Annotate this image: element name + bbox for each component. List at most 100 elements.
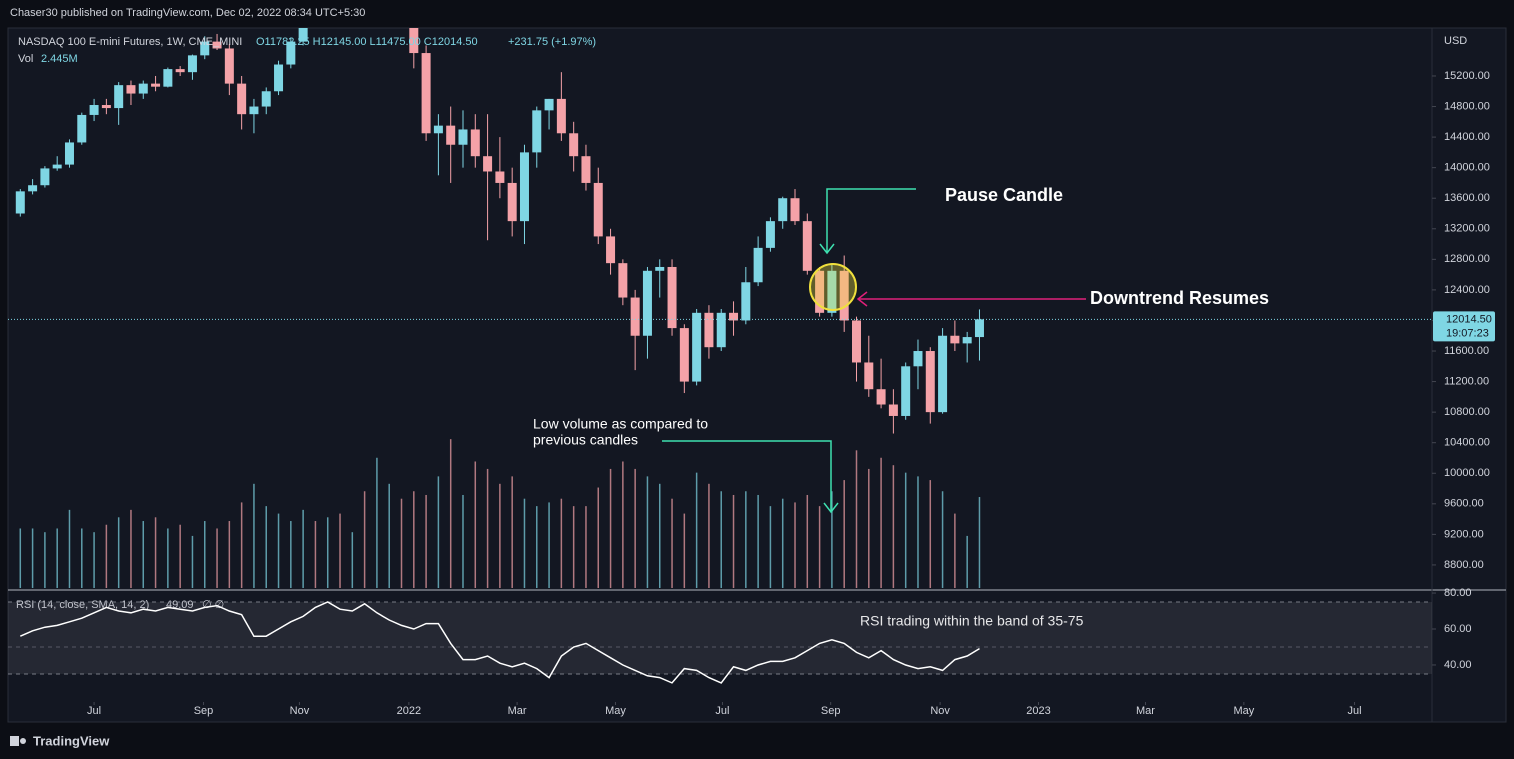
candle-body: [815, 270, 825, 313]
rsi-tick-label: 60.00: [1444, 623, 1472, 635]
volume-bar: [437, 476, 440, 588]
y-tick-label: 9200.00: [1444, 528, 1484, 540]
volume-bar: [941, 491, 944, 588]
candle-body: [618, 263, 628, 298]
x-tick-label: Jul: [715, 705, 729, 717]
candle-body: [175, 69, 185, 73]
candle-body: [827, 270, 837, 313]
volume-bar: [44, 532, 46, 588]
candle-body: [532, 110, 542, 153]
candle-body: [470, 129, 480, 157]
volume-bar: [191, 535, 194, 588]
annotation: Downtrend Resumes: [1090, 288, 1269, 308]
candle-body: [679, 328, 689, 382]
volume-bar: [843, 480, 845, 588]
candle-body: [938, 335, 948, 413]
volume-bar: [462, 494, 464, 588]
y-tick-label: 12400.00: [1444, 284, 1490, 296]
candle-body: [950, 335, 960, 344]
x-tick-label: 2023: [1026, 705, 1050, 717]
y-tick-label: 10000.00: [1444, 467, 1490, 479]
volume-bar: [117, 517, 120, 588]
volume-bar: [265, 506, 267, 588]
candle-body: [556, 98, 566, 134]
volume-bar: [523, 498, 526, 588]
volume-bar: [585, 506, 587, 588]
volume-bar: [720, 491, 722, 588]
rsi-line: [19, 601, 980, 684]
candle-body: [138, 83, 148, 94]
volume-bar: [302, 509, 304, 588]
volume-bar: [560, 498, 563, 588]
volume-bar: [966, 535, 968, 588]
volume-bar: [745, 491, 747, 588]
candle-body: [667, 266, 677, 329]
volume-bar: [622, 461, 624, 588]
volume-bar: [658, 483, 661, 588]
y-tick-label: 12800.00: [1444, 253, 1490, 265]
volume-bar: [757, 494, 759, 588]
volume-bar: [806, 494, 809, 588]
candle-body: [507, 182, 517, 222]
candle-body: [187, 55, 197, 73]
volume-bar: [363, 491, 366, 588]
volume-bar: [880, 457, 882, 588]
y-tick-label: 14000.00: [1444, 162, 1490, 174]
volume-bar: [868, 468, 870, 588]
volume-bar: [240, 502, 243, 588]
y-tick-label: 13200.00: [1444, 223, 1490, 235]
candle-body: [40, 168, 50, 186]
candle-body: [212, 41, 222, 49]
y-tick-label: 9600.00: [1444, 498, 1484, 510]
candle-body: [851, 320, 861, 363]
volume-bar: [929, 480, 932, 588]
candle-body: [151, 83, 161, 87]
x-tick-label: Jul: [87, 705, 101, 717]
pause-annotation: [662, 188, 1086, 514]
volume-bar: [708, 483, 710, 588]
candle-body: [765, 221, 775, 248]
x-tick-label: Jul: [1347, 705, 1361, 717]
rsi-pane: [8, 601, 1432, 684]
logo-mark: [10, 736, 19, 746]
volume-bar: [671, 498, 673, 588]
volume-bar: [548, 502, 550, 588]
arrow: [826, 188, 916, 252]
candle-body: [581, 156, 591, 183]
y-tick-label: 8800.00: [1444, 559, 1484, 571]
volume-bar: [253, 483, 255, 588]
candle-body: [839, 270, 849, 321]
candle-body: [421, 53, 431, 134]
rsi-band: [8, 602, 1432, 674]
volume-bar: [474, 461, 477, 588]
volume-bar: [511, 476, 513, 588]
candle-body: [249, 106, 259, 115]
volume-bar: [499, 483, 501, 588]
candle-body: [913, 351, 923, 367]
candle-body: [925, 351, 935, 413]
y-tick-label: 15200.00: [1444, 70, 1490, 82]
logo-mark: [20, 738, 26, 744]
annotation: RSI trading within the band of 35-75: [860, 613, 1084, 629]
y-tick-label: 10800.00: [1444, 406, 1490, 418]
volume-bar: [634, 468, 636, 588]
volume-bar: [351, 532, 354, 588]
volume-bar: [449, 439, 452, 588]
chart-frame: [7, 27, 1507, 723]
candle-body: [224, 48, 234, 84]
x-tick-label: Mar: [508, 705, 527, 717]
annotation: Low volume as compared to: [533, 416, 708, 432]
volume-bar: [68, 509, 71, 588]
candle-body: [286, 41, 296, 65]
candle-body: [200, 41, 210, 56]
volume-bar: [228, 521, 231, 588]
candle-body: [483, 156, 493, 172]
volume-bar: [105, 524, 108, 588]
candle-body: [298, 28, 308, 42]
volume-bar: [314, 521, 317, 588]
last-price-box: [1433, 311, 1495, 342]
volume-bar: [818, 506, 821, 588]
volume-bar: [179, 524, 181, 588]
volume-bar: [769, 506, 772, 588]
x-tick-label: Mar: [1136, 705, 1155, 717]
